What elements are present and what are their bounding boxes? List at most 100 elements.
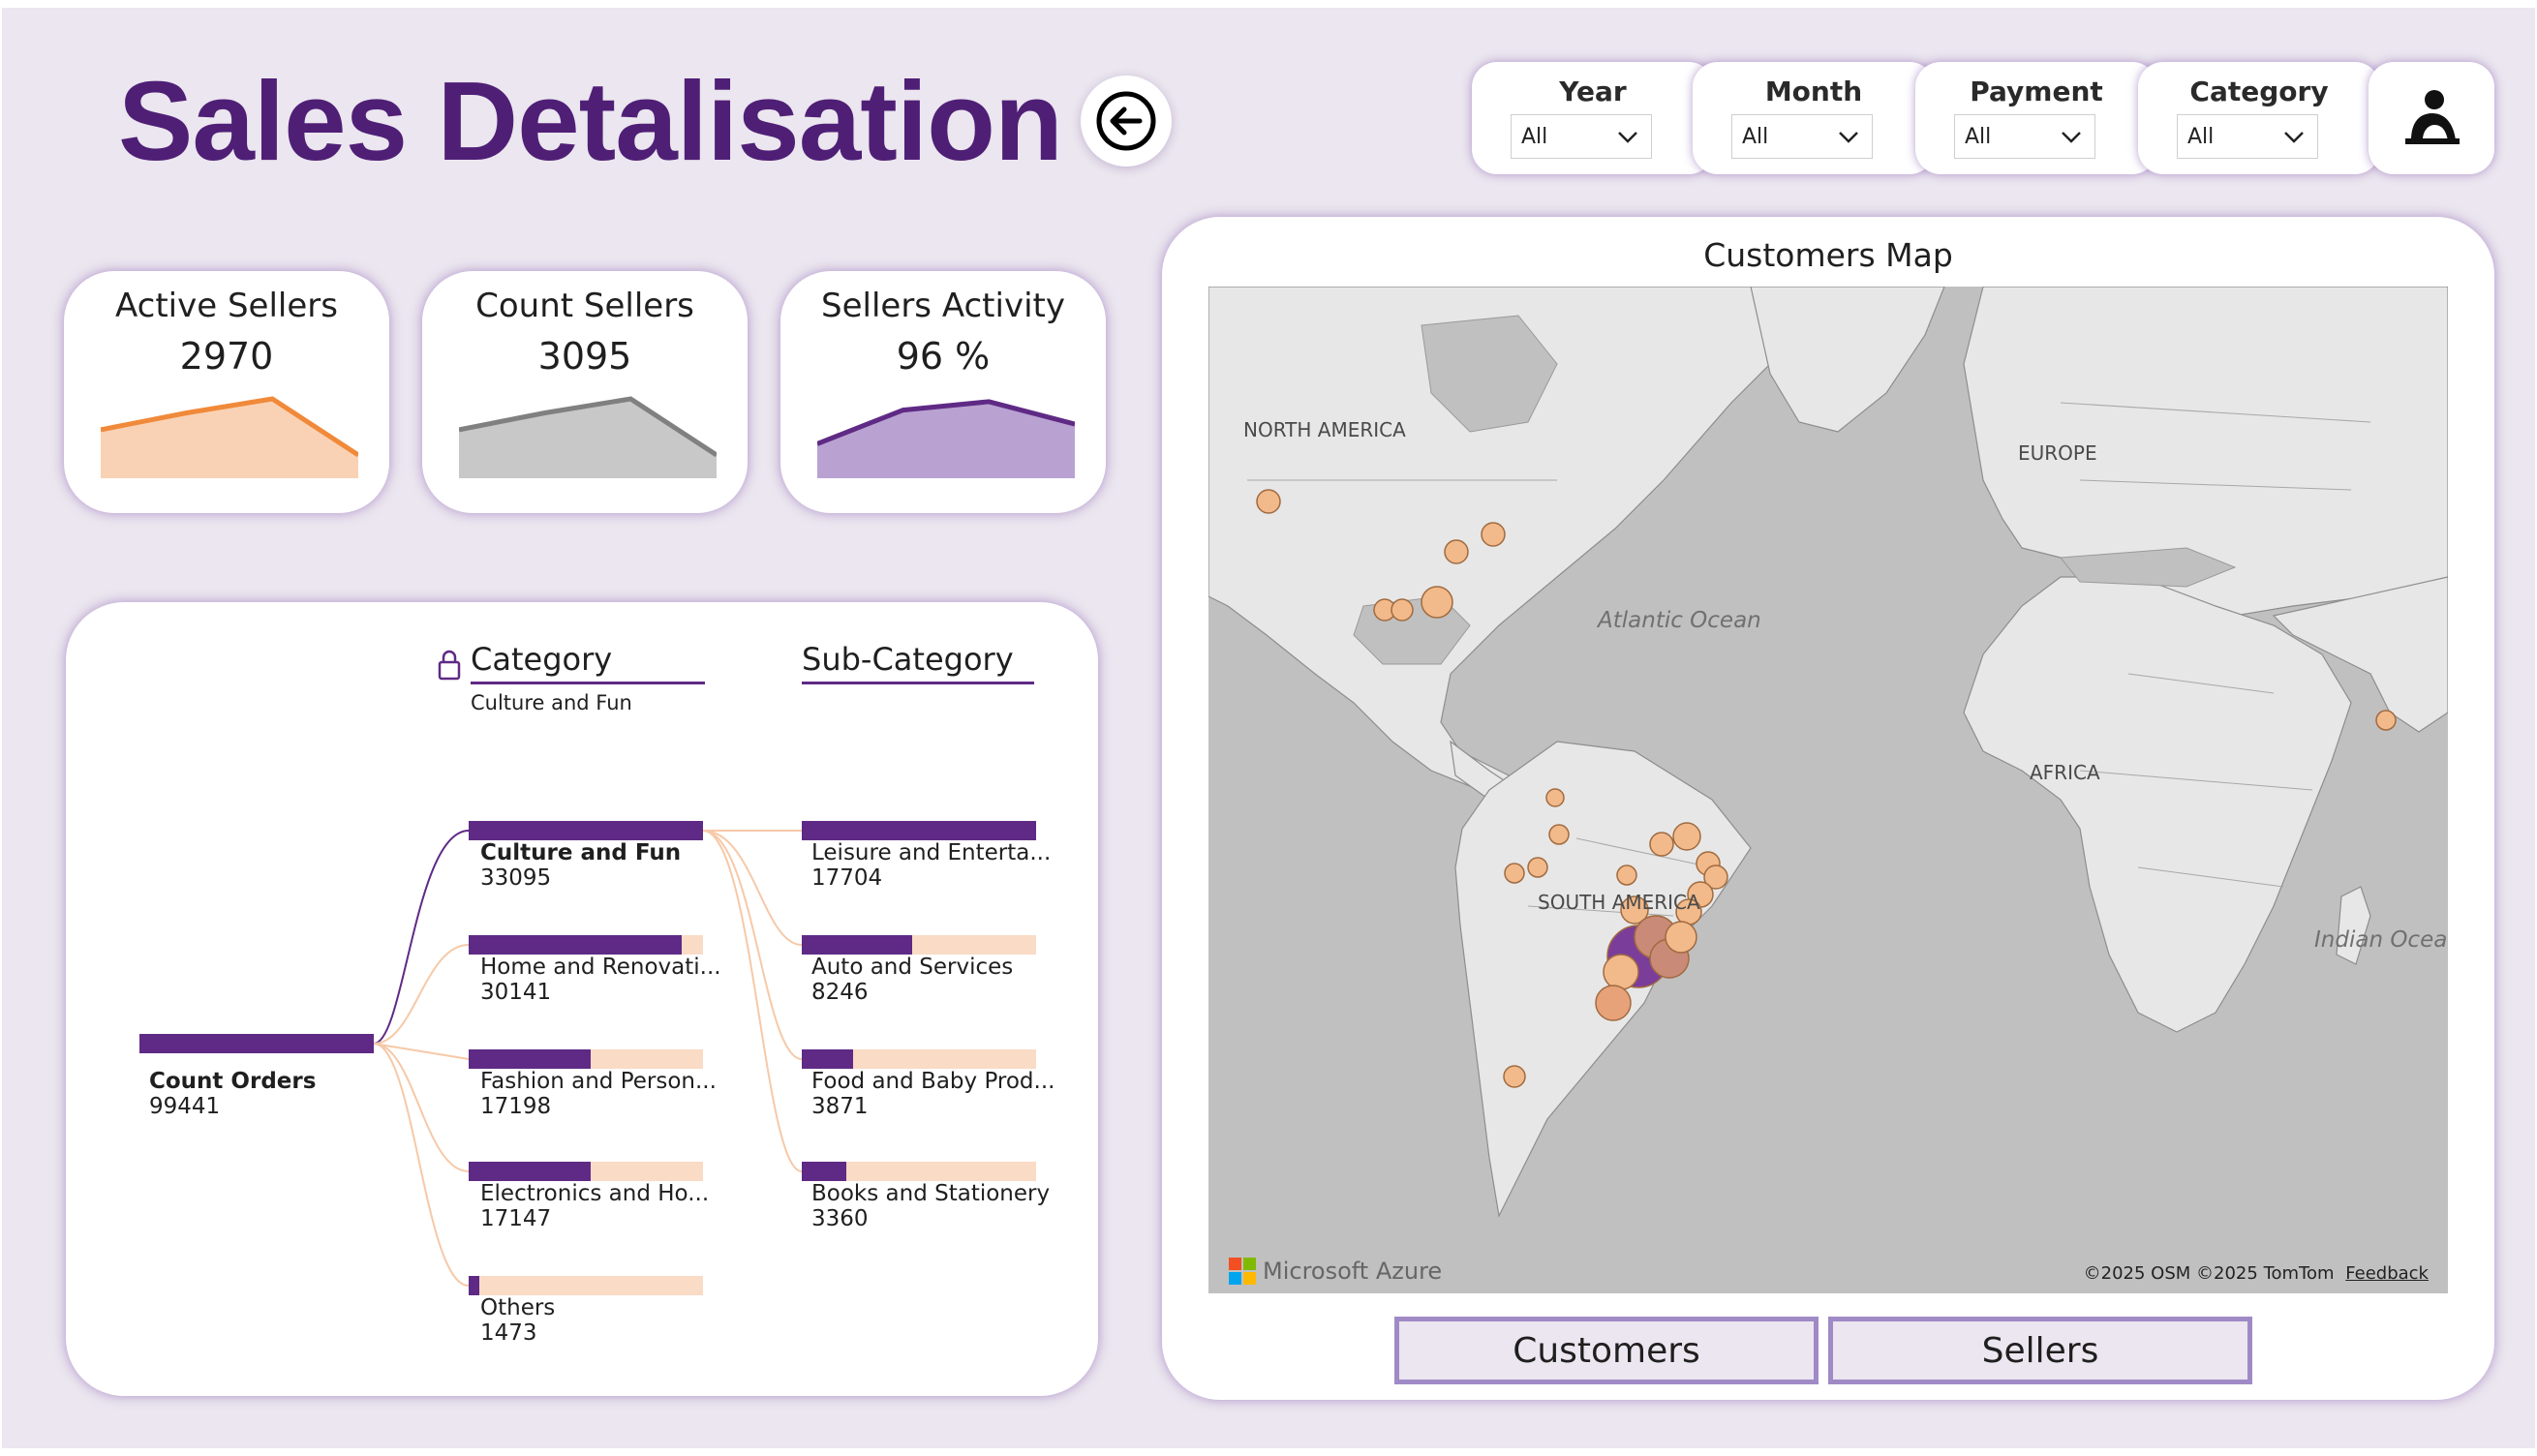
map-attribution: ©2025 OSM ©2025 TomTom Feedback: [2084, 1263, 2429, 1284]
tree-node-value: 30141: [480, 980, 552, 1005]
map-label-south-america: SOUTH AMERICA: [1538, 891, 1700, 914]
tree-node-value: 3360: [811, 1206, 869, 1231]
customer-marker: [1649, 832, 1674, 857]
map-label-africa: AFRICA: [2030, 761, 2100, 784]
tree-node-bar[interactable]: [139, 1034, 374, 1053]
tree-node-bar[interactable]: [802, 1049, 1036, 1069]
tree-node-bar[interactable]: [469, 935, 703, 955]
tree-node-value: 3871: [811, 1094, 869, 1119]
customer-marker: [1548, 824, 1570, 845]
tree-node-value: 99441: [149, 1094, 221, 1119]
kpi-value: 96 %: [896, 335, 991, 378]
kpi-label: Sellers Activity: [821, 287, 1065, 325]
payment-slicer-label: Payment: [1970, 76, 2103, 107]
mediterranean-shape: [2060, 547, 2237, 588]
border-line: [1575, 837, 1713, 868]
profile-button[interactable]: [2369, 62, 2494, 174]
map-label-europe: EUROPE: [2018, 441, 2097, 465]
tree-node-value: 8246: [811, 980, 869, 1005]
tree-connectors: [373, 830, 803, 1287]
border-line: [2137, 866, 2284, 888]
connector-root-home: [373, 944, 470, 1045]
category-header[interactable]: Category: [471, 641, 613, 678]
greenland-shape: [1750, 287, 1945, 433]
category-selected: Culture and Fun: [471, 691, 632, 714]
year-slicer: Year All: [1472, 62, 1714, 174]
person-icon: [2405, 90, 2460, 144]
tree-node-bar-fill: [802, 821, 1036, 840]
kpi-card-count-sellers: Count Sellers 3095: [422, 271, 748, 513]
customers-map-panel: Customers Map: [1162, 217, 2494, 1400]
customers-map[interactable]: NORTH AMERICA EUROPE AFRICA SOUTH AMERIC…: [1208, 287, 2448, 1293]
customer-marker: [2375, 710, 2397, 731]
tree-node-bar[interactable]: [802, 935, 1036, 955]
year-dropdown[interactable]: All: [1511, 114, 1652, 159]
customer-marker: [1616, 864, 1637, 886]
tree-node-bar-fill: [802, 935, 912, 955]
chevron-down-icon: [2062, 132, 2081, 143]
tree-node-bar[interactable]: [469, 821, 703, 840]
tree-node-bar-fill: [469, 1049, 591, 1069]
payment-dropdown[interactable]: All: [1954, 114, 2095, 159]
map-brand-text: Microsoft Azure: [1263, 1258, 1443, 1285]
customer-marker: [1421, 586, 1453, 619]
tree-node-bar[interactable]: [802, 1162, 1036, 1181]
tree-node-bar-fill: [802, 1162, 846, 1181]
connector-root-culture: [373, 830, 470, 1045]
month-dropdown[interactable]: All: [1731, 114, 1873, 159]
tree-node-bar-fill: [469, 821, 703, 840]
connector-culture-auto: [702, 830, 803, 946]
report-page: Sales Detalisation Year All Month All Pa…: [2, 8, 2535, 1448]
chevron-down-icon: [1839, 132, 1858, 143]
chevron-down-icon: [2284, 132, 2304, 143]
tree-node-name: Culture and Fun: [480, 840, 682, 865]
customer-marker: [1665, 921, 1697, 954]
tree-node-bar[interactable]: [469, 1276, 703, 1295]
kpi-value: 2970: [179, 335, 274, 378]
connector-root-others: [373, 1043, 470, 1287]
customer-marker: [1703, 864, 1728, 890]
customer-marker: [1391, 598, 1414, 622]
sparkline-line: [817, 399, 1075, 446]
customer-marker: [1620, 895, 1649, 925]
border-line: [2060, 402, 2371, 423]
tree-node-name: Electronics and Ho...: [480, 1181, 710, 1206]
tree-node-name: Home and Renovati...: [480, 955, 721, 980]
kpi-sparkline: [459, 396, 717, 478]
customer-marker: [1444, 539, 1469, 564]
map-feedback-link[interactable]: Feedback: [2345, 1263, 2429, 1284]
tree-node-name: Leisure and Enterta...: [811, 840, 1052, 865]
customer-marker: [1527, 857, 1548, 878]
tree-node-bar-fill: [139, 1034, 374, 1053]
sparkline-area: [101, 399, 358, 478]
kpi-value: 3095: [537, 335, 632, 378]
kpi-label: Active Sellers: [115, 287, 338, 325]
map-branding: Microsoft Azure: [1228, 1257, 1442, 1286]
sparkline-line: [459, 396, 717, 458]
tree-node-bar[interactable]: [469, 1162, 703, 1181]
category-dropdown-value: All: [2187, 125, 2215, 149]
back-button[interactable]: [1081, 76, 1172, 167]
sellers-toggle-button[interactable]: Sellers: [1828, 1317, 2252, 1384]
subcategory-header[interactable]: Sub-Category: [802, 641, 1014, 678]
customer-marker: [1603, 954, 1639, 990]
tree-node-bar[interactable]: [802, 821, 1036, 840]
tree-node-name: Auto and Services: [811, 955, 1014, 980]
map-label-indian-ocean: Indian Ocean: [2314, 927, 2448, 953]
tree-node-bar[interactable]: [469, 1049, 703, 1069]
customer-marker: [1504, 863, 1525, 884]
south-america-shape: [1454, 741, 1752, 1218]
customers-toggle-button[interactable]: Customers: [1394, 1317, 1819, 1384]
tree-node-bar-fill: [802, 1049, 854, 1069]
africa-shape: [1963, 576, 2352, 1033]
tree-node-name: Others: [480, 1295, 556, 1320]
tree-node-bar-fill: [469, 1276, 479, 1295]
category-dropdown[interactable]: All: [2177, 114, 2318, 159]
month-slicer: Month All: [1693, 62, 1935, 174]
subcategory-header-underline: [802, 682, 1034, 684]
tree-node-bar-fill: [469, 935, 683, 955]
kpi-sparkline: [817, 399, 1075, 478]
sparkline-area: [459, 399, 717, 478]
kpi-card-sellers-activity: Sellers Activity 96 %: [780, 271, 1106, 513]
